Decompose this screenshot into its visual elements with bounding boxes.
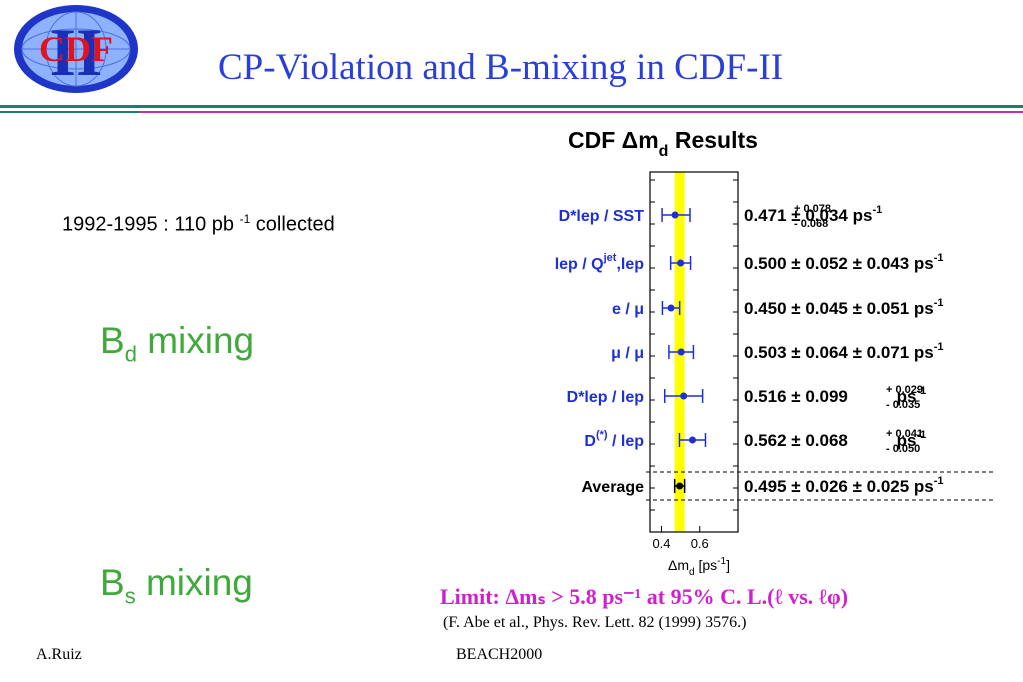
footer-author: A.Ruiz [36,646,82,663]
measurement-point [667,304,675,312]
measurement-result: 0.471 ± 0.034 ps-1 [744,204,882,225]
measurement-label: e / μ [612,301,644,318]
x-tick-label: 0.6 [691,536,709,551]
bd-mixing-heading: Bd mixing [100,320,255,367]
measurement-result: 0.450 ± 0.045 ± 0.051 ps-1 [744,297,944,318]
luminosity-note: 1992-1995 : 110 pb -1 collected [62,212,335,236]
x-axis-label: Δmd [ps-1] [668,556,730,578]
average-label: Average [581,479,644,496]
measurement-point [671,211,679,219]
measurement-label: D(*) / lep [584,429,644,450]
measurement-point [680,392,688,400]
chart-title: CDF Δmd Results [568,127,758,160]
reference-citation: (F. Abe et al., Phys. Rev. Lett. 82 (199… [443,614,747,631]
measurement-label: D*lep / SST [559,208,645,225]
bs-limit-text: Limit: Δmₛ > 5.8 ps⁻¹ at 95% C. L.(ℓ vs.… [440,584,849,609]
stat-error-low: - 0.068 [794,218,828,230]
cdf-logo: II CDF [14,5,138,93]
dmd-results-chart: CDF Δmd Results 0.4 0.6 D*lep / SST 0.471 ±… [555,127,996,578]
measurement-result: 0.516 ± 0.099 ps-1 [744,385,926,406]
svg-text:CDF: CDF [39,29,113,69]
measurement-label: lep / Qjet,lep [555,252,645,273]
measurement-result: 0.500 ± 0.052 ± 0.043 ps-1 [744,252,944,273]
syst-error-high: + 0.029 [886,384,923,396]
plot-frame [649,171,739,533]
measurement-result: 0.503 ± 0.064 ± 0.071 ps-1 [744,341,944,362]
measurement-label: D*lep / lep [567,389,645,406]
measurement-point [688,436,696,444]
measurement-result: 0.562 ± 0.068 ps-1 [744,429,926,450]
average-point [676,482,684,490]
syst-error-high: + 0.041 [886,428,923,440]
measurement-point [677,348,685,356]
header-rule [0,105,1023,108]
svg-text:II: II [50,14,103,90]
footer-conference: BEACH2000 [456,646,543,663]
x-tick-label: 0.4 [652,536,670,551]
average-result: 0.495 ± 0.026 ± 0.025 ps-1 [744,475,944,496]
syst-error-low: - 0.050 [886,443,920,455]
measurement-point [677,259,685,267]
slide-title: CP-Violation and B-mixing in CDF-II [218,47,784,88]
measurement-label: μ / μ [611,345,644,362]
bs-mixing-heading: Bs mixing [100,562,253,609]
header-rule-accent [140,111,1023,113]
stat-error-high: + 0.078 [794,203,831,215]
syst-error-low: - 0.035 [886,399,920,411]
header-rule-left [0,111,140,113]
